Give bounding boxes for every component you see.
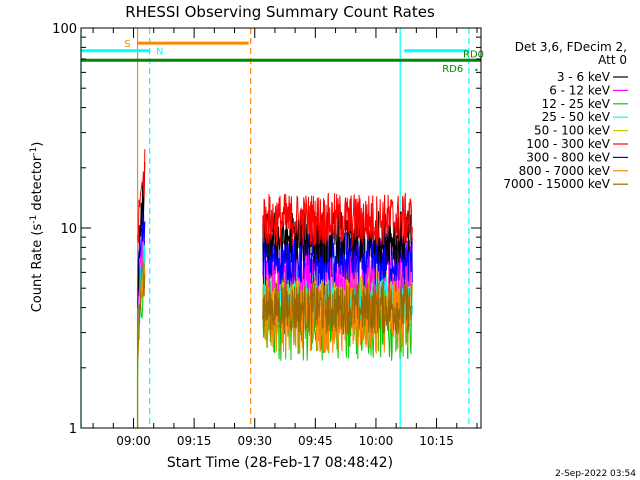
annotation-rd6: RD6: [442, 64, 463, 75]
x-tick-label: 10:00: [359, 434, 394, 448]
y-axis-label-sup1: -1: [29, 215, 39, 224]
legend-entry-label: 50 - 100 keV: [534, 124, 611, 138]
y-axis-label-mid: detector: [30, 155, 45, 215]
x-tick-label: 09:15: [177, 434, 212, 448]
annotation-rd0: RD0: [463, 50, 484, 61]
legend-entry-label: 7000 - 15000 keV: [503, 177, 610, 191]
chart-title: RHESSI Observing Summary Count Rates: [125, 3, 435, 21]
y-axis-label-sup2: -1: [29, 147, 39, 156]
series-1-trace-1: [137, 162, 146, 292]
rd6-marker: [475, 68, 478, 71]
series-9-trace-1: [137, 261, 146, 358]
x-tick-label: 09:00: [116, 434, 151, 448]
y-axis-label: Count Rate (s-1 detector-1): [29, 142, 45, 313]
series-1-trace-2: [262, 210, 413, 265]
y-tick-label: 100: [52, 22, 77, 37]
annotation-n: N: [156, 47, 163, 58]
y-axis-label-end: ): [30, 142, 45, 147]
y-tick-label: 10: [60, 222, 77, 237]
legend-entry-label: 3 - 6 keV: [557, 70, 611, 84]
x-tick-label: 09:45: [298, 434, 333, 448]
y-tick-label: 1: [69, 422, 77, 437]
series-6-trace-1: [137, 149, 146, 244]
legend-entry-label: 100 - 300 keV: [526, 137, 610, 151]
legend-header-line2: Att 0: [598, 53, 627, 67]
x-tick-label: 10:15: [419, 434, 454, 448]
legend-header-line1: Det 3,6, FDecim 2,: [515, 40, 627, 54]
footer-timestamp: 2-Sep-2022 03:54: [555, 469, 636, 479]
legend-entry-label: 12 - 25 keV: [542, 97, 611, 111]
annotation-s: S: [124, 39, 130, 50]
legend-entry-label: 25 - 50 keV: [542, 110, 611, 124]
x-axis-label: Start Time (28-Feb-17 08:48:42): [167, 455, 393, 471]
y-axis-label-main: Count Rate (s: [30, 224, 45, 313]
legend-entry-label: 800 - 7000 keV: [519, 164, 611, 178]
legend-entry-label: 300 - 800 keV: [526, 150, 610, 164]
series-9-trace-2: [262, 280, 413, 335]
series-6-trace-2: [262, 192, 413, 247]
legend-entry-label: 6 - 12 keV: [549, 83, 611, 97]
x-tick-label: 09:30: [237, 434, 272, 448]
